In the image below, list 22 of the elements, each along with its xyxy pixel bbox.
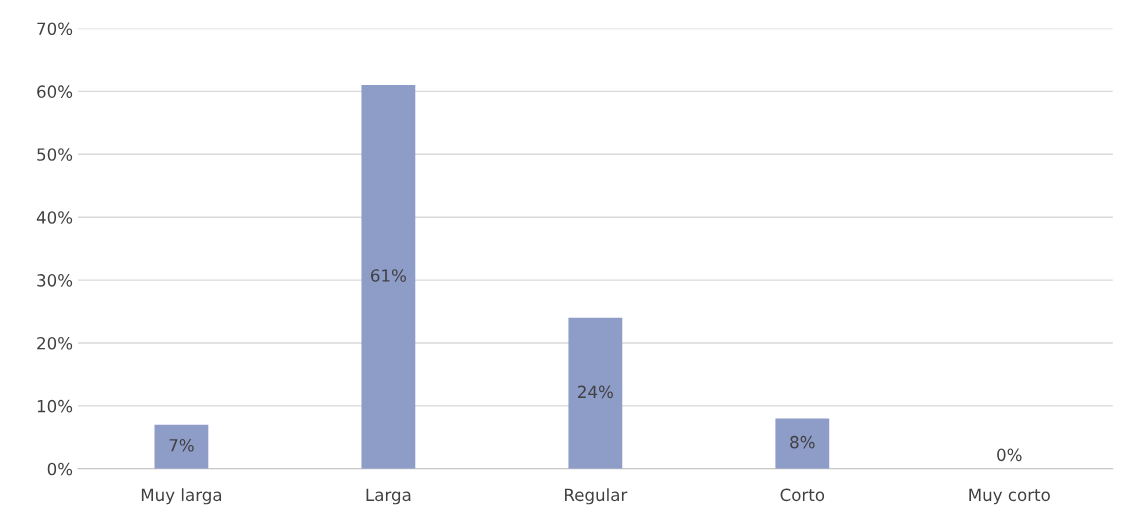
data-label: 24% <box>578 385 613 399</box>
y-tick-label: 30% <box>37 274 73 287</box>
data-label: 0% <box>997 448 1022 462</box>
y-tick-label: 20% <box>37 336 73 350</box>
x-tick-label: Regular <box>565 488 628 505</box>
y-tick-label: 50% <box>37 148 73 161</box>
bar <box>775 418 830 469</box>
y-tick-label: 70% <box>37 22 73 36</box>
y-tick-label: 60% <box>37 85 73 98</box>
x-tick-label: Larga <box>366 488 411 505</box>
x-tick-label: Corto <box>780 488 825 502</box>
data-label: 8% <box>790 435 815 449</box>
y-tick-label: 10% <box>37 399 73 413</box>
x-tick-label: Muy larga <box>141 488 222 505</box>
bar <box>154 424 209 469</box>
x-tick-label: Muy corto <box>969 488 1050 505</box>
y-tick-label: 0% <box>47 462 73 476</box>
bar <box>568 317 623 469</box>
y-tick-label: 40% <box>36 211 73 224</box>
bar <box>361 85 416 469</box>
data-label: 61% <box>371 269 406 282</box>
data-label: 7% <box>169 439 194 452</box>
